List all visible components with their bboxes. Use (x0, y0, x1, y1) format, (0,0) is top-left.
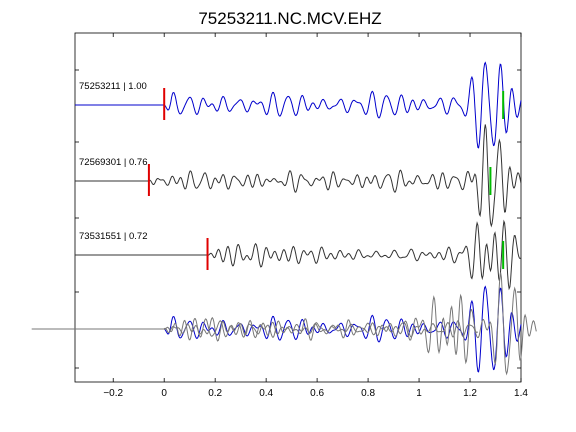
trace-1-line (75, 61, 522, 149)
x-tick-label: 1 (416, 388, 422, 399)
y-axis (75, 69, 521, 369)
picks (147, 88, 505, 270)
overlay-stack (31, 272, 537, 376)
x-tick-label: 0 (161, 388, 167, 399)
trace-1-label: 75253211 | 1.00 (79, 81, 147, 92)
overlay-trace-3-line (31, 293, 478, 365)
x-tick-label: 0.4 (259, 388, 273, 399)
plot-area (74, 32, 522, 383)
trace-2-line (75, 124, 522, 228)
overlay-trace-2-line (90, 272, 537, 376)
trace-labels: 75253211 | 1.00 72569301 | 0.76 73531551 |… (79, 81, 148, 242)
x-tick-label: 1.4 (514, 388, 528, 399)
x-axis: −0.2 0 0.2 0.4 0.6 0.8 1 1.2 1.4 (103, 33, 528, 399)
chart-title: 75253211.NC.MCV.EHZ (198, 9, 381, 28)
x-tick-label: 0.6 (310, 388, 324, 399)
x-tick-label: 0.8 (361, 388, 375, 399)
trace-3-line (75, 219, 522, 291)
trace-2-label: 72569301 | 0.76 (79, 157, 148, 168)
x-tick-label: 1.2 (463, 388, 477, 399)
traces (75, 61, 522, 291)
x-tick-label: 0.2 (208, 388, 222, 399)
x-tick-label: −0.2 (103, 388, 123, 399)
trace-3-label: 73531551 | 0.72 (79, 231, 148, 242)
